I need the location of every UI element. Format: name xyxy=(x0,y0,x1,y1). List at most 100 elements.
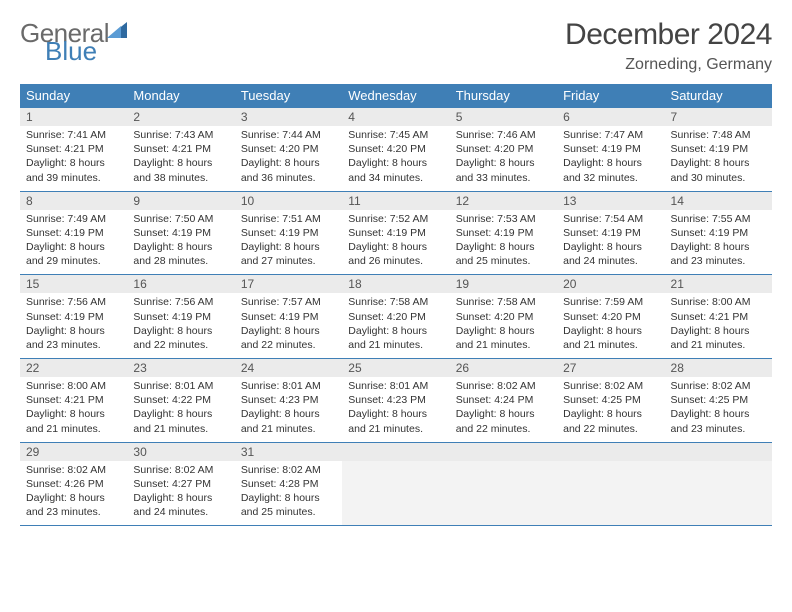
day-number-bar: 19 xyxy=(450,275,557,293)
sunrise-line: Sunrise: 7:47 AM xyxy=(563,128,658,142)
day-cell: 13Sunrise: 7:54 AMSunset: 4:19 PMDayligh… xyxy=(557,191,664,275)
sunset-line: Sunset: 4:25 PM xyxy=(671,393,766,407)
day-number-bar: 31 xyxy=(235,443,342,461)
dow-header: Saturday xyxy=(665,84,772,108)
sunset-line: Sunset: 4:21 PM xyxy=(671,310,766,324)
empty-cell xyxy=(450,442,557,526)
day-number: 19 xyxy=(456,277,551,291)
day-detail: Sunrise: 7:48 AMSunset: 4:19 PMDaylight:… xyxy=(671,128,766,185)
daylight-line: Daylight: 8 hours and 39 minutes. xyxy=(26,156,121,184)
sunrise-line: Sunrise: 7:48 AM xyxy=(671,128,766,142)
day-cell: 21Sunrise: 8:00 AMSunset: 4:21 PMDayligh… xyxy=(665,275,772,359)
day-detail: Sunrise: 7:58 AMSunset: 4:20 PMDaylight:… xyxy=(348,295,443,352)
day-cell: 3 Sunrise: 7:44 AMSunset: 4:20 PMDaylight… xyxy=(235,108,342,192)
day-detail: Sunrise: 7:51 AMSunset: 4:19 PMDaylight:… xyxy=(241,212,336,269)
sunset-line: Sunset: 4:19 PM xyxy=(671,226,766,240)
day-number-bar xyxy=(665,443,772,461)
logo-text-2: Blue xyxy=(45,36,97,67)
week-row: 8 Sunrise: 7:49 AMSunset: 4:19 PMDaylight… xyxy=(20,191,772,275)
sunrise-line: Sunrise: 8:02 AM xyxy=(671,379,766,393)
day-number-bar: 11 xyxy=(342,192,449,210)
day-detail: Sunrise: 8:01 AMSunset: 4:22 PMDaylight:… xyxy=(133,379,228,436)
sunrise-line: Sunrise: 7:51 AM xyxy=(241,212,336,226)
day-detail: Sunrise: 8:02 AMSunset: 4:25 PMDaylight:… xyxy=(563,379,658,436)
sunset-line: Sunset: 4:19 PM xyxy=(348,226,443,240)
day-number-bar: 8 xyxy=(20,192,127,210)
day-detail: Sunrise: 7:56 AMSunset: 4:19 PMDaylight:… xyxy=(133,295,228,352)
day-number: 31 xyxy=(241,445,336,459)
day-number-bar: 12 xyxy=(450,192,557,210)
day-number: 14 xyxy=(671,194,766,208)
sunset-line: Sunset: 4:19 PM xyxy=(26,226,121,240)
day-number-bar: 20 xyxy=(557,275,664,293)
daylight-line: Daylight: 8 hours and 30 minutes. xyxy=(671,156,766,184)
day-detail: Sunrise: 7:52 AMSunset: 4:19 PMDaylight:… xyxy=(348,212,443,269)
sunrise-line: Sunrise: 7:56 AM xyxy=(133,295,228,309)
title-block: December 2024 Zorneding, Germany xyxy=(565,18,772,74)
day-number: 24 xyxy=(241,361,336,375)
day-detail: Sunrise: 7:46 AMSunset: 4:20 PMDaylight:… xyxy=(456,128,551,185)
header: General Blue December 2024 Zorneding, Ge… xyxy=(20,18,772,74)
day-number: 26 xyxy=(456,361,551,375)
sunset-line: Sunset: 4:27 PM xyxy=(133,477,228,491)
day-cell: 11 Sunrise: 7:52 AMSunset: 4:19 PMDayligh… xyxy=(342,191,449,275)
daylight-line: Daylight: 8 hours and 21 minutes. xyxy=(563,324,658,352)
sunset-line: Sunset: 4:19 PM xyxy=(456,226,551,240)
logo-sail-icon xyxy=(105,20,129,43)
day-number-bar: 16 xyxy=(127,275,234,293)
location: Zorneding, Germany xyxy=(565,56,772,74)
day-number-bar: 5 xyxy=(450,108,557,126)
day-detail: Sunrise: 7:56 AMSunset: 4:19 PMDaylight:… xyxy=(26,295,121,352)
day-cell: 17Sunrise: 7:57 AMSunset: 4:19 PMDayligh… xyxy=(235,275,342,359)
sunrise-line: Sunrise: 8:01 AM xyxy=(241,379,336,393)
day-number-bar: 10 xyxy=(235,192,342,210)
day-number: 21 xyxy=(671,277,766,291)
sunset-line: Sunset: 4:20 PM xyxy=(348,142,443,156)
day-number: 10 xyxy=(241,194,336,208)
empty-cell xyxy=(557,442,664,526)
sunrise-line: Sunrise: 7:58 AM xyxy=(456,295,551,309)
sunset-line: Sunset: 4:21 PM xyxy=(133,142,228,156)
day-detail: Sunrise: 7:55 AMSunset: 4:19 PMDaylight:… xyxy=(671,212,766,269)
sunrise-line: Sunrise: 7:57 AM xyxy=(241,295,336,309)
day-number: 13 xyxy=(563,194,658,208)
day-number: 12 xyxy=(456,194,551,208)
day-cell: 6Sunrise: 7:47 AMSunset: 4:19 PMDaylight… xyxy=(557,108,664,192)
sunset-line: Sunset: 4:19 PM xyxy=(241,226,336,240)
day-number-bar: 3 xyxy=(235,108,342,126)
day-number: 3 xyxy=(241,110,336,124)
day-number-bar: 29 xyxy=(20,443,127,461)
sunset-line: Sunset: 4:28 PM xyxy=(241,477,336,491)
day-number-bar: 17 xyxy=(235,275,342,293)
day-detail: Sunrise: 7:47 AMSunset: 4:19 PMDaylight:… xyxy=(563,128,658,185)
daylight-line: Daylight: 8 hours and 21 minutes. xyxy=(348,407,443,435)
day-detail: Sunrise: 7:43 AMSunset: 4:21 PMDaylight:… xyxy=(133,128,228,185)
day-cell: 4Sunrise: 7:45 AMSunset: 4:20 PMDaylight… xyxy=(342,108,449,192)
dow-header: Friday xyxy=(557,84,664,108)
day-cell: 25Sunrise: 8:01 AMSunset: 4:23 PMDayligh… xyxy=(342,359,449,443)
day-cell: 9Sunrise: 7:50 AMSunset: 4:19 PMDaylight… xyxy=(127,191,234,275)
day-detail: Sunrise: 7:44 AMSunset: 4:20 PMDaylight:… xyxy=(241,128,336,185)
day-detail: Sunrise: 7:53 AMSunset: 4:19 PMDaylight:… xyxy=(456,212,551,269)
week-row: 15Sunrise: 7:56 AMSunset: 4:19 PMDayligh… xyxy=(20,275,772,359)
day-cell: 30Sunrise: 8:02 AMSunset: 4:27 PMDayligh… xyxy=(127,442,234,526)
sunrise-line: Sunrise: 7:49 AM xyxy=(26,212,121,226)
day-number-bar: 26 xyxy=(450,359,557,377)
day-number: 27 xyxy=(563,361,658,375)
sunset-line: Sunset: 4:20 PM xyxy=(563,310,658,324)
day-number-bar xyxy=(450,443,557,461)
empty-cell xyxy=(342,442,449,526)
sunrise-line: Sunrise: 7:59 AM xyxy=(563,295,658,309)
sunset-line: Sunset: 4:20 PM xyxy=(348,310,443,324)
sunrise-line: Sunrise: 8:01 AM xyxy=(348,379,443,393)
day-detail: Sunrise: 7:49 AMSunset: 4:19 PMDaylight:… xyxy=(26,212,121,269)
day-number-bar: 24 xyxy=(235,359,342,377)
day-cell: 19Sunrise: 7:58 AMSunset: 4:20 PMDayligh… xyxy=(450,275,557,359)
daylight-line: Daylight: 8 hours and 36 minutes. xyxy=(241,156,336,184)
day-number: 17 xyxy=(241,277,336,291)
day-cell: 1Sunrise: 7:41 AMSunset: 4:21 PMDaylight… xyxy=(20,108,127,192)
sunrise-line: Sunrise: 8:02 AM xyxy=(563,379,658,393)
day-number-bar: 30 xyxy=(127,443,234,461)
day-number: 20 xyxy=(563,277,658,291)
day-cell: 27 Sunrise: 8:02 AMSunset: 4:25 PMDayligh… xyxy=(557,359,664,443)
